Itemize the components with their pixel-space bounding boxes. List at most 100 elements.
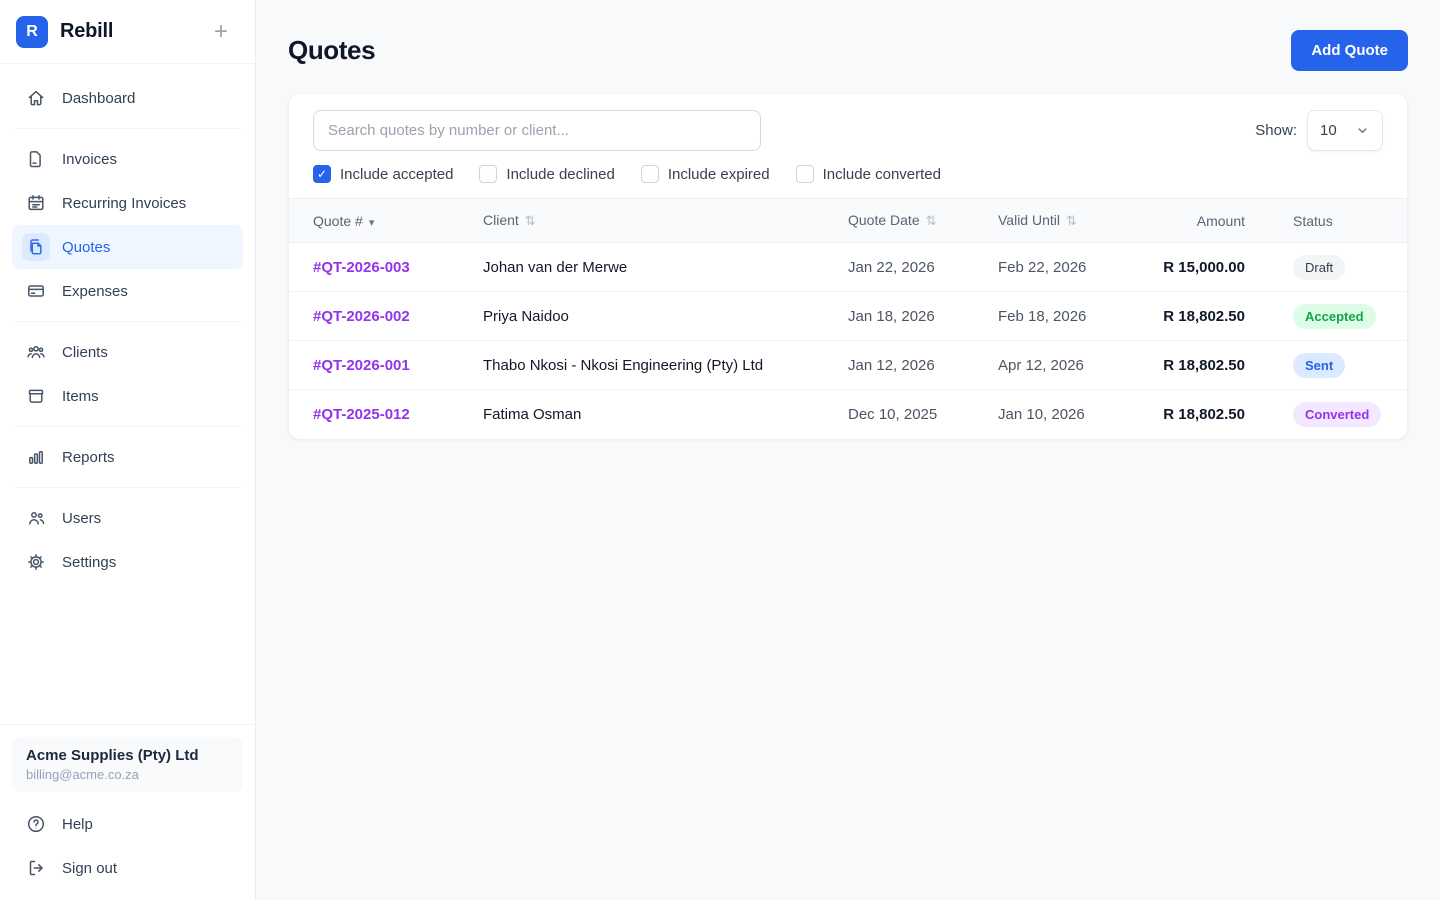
app-logo: R [16, 15, 48, 48]
column-header-quote-date[interactable]: Quote Date ⇅ [848, 198, 998, 243]
table-row[interactable]: #QT-2025-012 Fatima Osman Dec 10, 2025 J… [289, 389, 1407, 439]
checkbox-box: ✓ [479, 165, 498, 183]
add-quote-button[interactable]: Add Quote [1291, 30, 1408, 71]
page-size-group: Show: 10 [1255, 110, 1383, 151]
sidebar-item-users[interactable]: Users [12, 496, 243, 540]
client-cell: Johan van der Merwe [483, 258, 628, 276]
help-button[interactable]: Help [12, 802, 243, 846]
quotes-pages-icon [22, 233, 50, 261]
page-size-select[interactable]: 10 [1307, 110, 1383, 151]
sidebar-item-invoices[interactable]: Invoices [12, 137, 243, 181]
sort-icon: ⇅ [524, 213, 536, 228]
checkbox-label: Include expired [667, 165, 770, 183]
nav-divider [14, 321, 241, 322]
sidebar: R Rebill + Dashboard Invoices Recurring … [0, 0, 256, 900]
sidebar-item-quotes[interactable]: Quotes [12, 225, 243, 269]
account-card: Acme Supplies (Pty) Ltd billing@acme.co.… [12, 737, 243, 792]
amount-cell: R 18,802.50 [1138, 389, 1253, 439]
quote-date-cell: Jan 18, 2026 [848, 291, 998, 341]
sidebar-item-label: Quotes [62, 238, 111, 256]
sign-out-button[interactable]: Sign out [12, 846, 243, 890]
checkbox-label: Include converted [822, 165, 941, 183]
client-cell: Fatima Osman [483, 389, 848, 439]
sidebar-item-label: Clients [62, 343, 108, 361]
sidebar-header: R Rebill + [0, 0, 255, 64]
help-circle-icon [22, 810, 50, 838]
quote-number-cell: #QT-2026-003 [289, 243, 483, 292]
page-title: Quotes [288, 35, 376, 65]
status-badge: Accepted [1293, 303, 1376, 329]
sidebar-item-dashboard[interactable]: Dashboard [12, 76, 243, 120]
checkbox-include-expired[interactable]: ✓ Include expired [640, 165, 770, 183]
column-header-client[interactable]: Client ⇅ [483, 198, 848, 243]
sidebar-item-label: Items [62, 387, 99, 405]
column-header-quote-number[interactable]: Quote # ▾ [289, 198, 483, 243]
checkbox-label: Include accepted [340, 165, 454, 183]
status-cell: Sent [1253, 340, 1407, 390]
client-cell: Thabo Nkosi - Nkosi Engineering (Pty) Lt… [483, 340, 848, 390]
sidebar-item-clients[interactable]: Clients [12, 330, 243, 374]
amount-cell: R 18,802.50 [1138, 340, 1253, 390]
sidebar-nav: Dashboard Invoices Recurring Invoices Qu… [0, 64, 255, 724]
check-icon: ✓ [645, 167, 655, 181]
checkbox-box: ✓ [313, 165, 331, 183]
sign-out-label: Sign out [62, 859, 118, 877]
filters-top-row: Show: 10 [313, 110, 1383, 151]
check-icon: ✓ [316, 167, 328, 181]
sidebar-item-items[interactable]: Items [12, 374, 243, 418]
account-company: Acme Supplies (Pty) Ltd [26, 747, 199, 764]
amount-cell: R 18,802.50 [1138, 291, 1253, 341]
amount-cell: R 15,000.00 [1163, 258, 1245, 276]
sidebar-item-recurring-invoices[interactable]: Recurring Invoices [12, 181, 243, 225]
sidebar-item-label: Dashboard [62, 89, 136, 107]
quote-number-cell: #QT-2026-002 [289, 291, 483, 341]
chevron-down-icon [1358, 128, 1367, 134]
page-size-value: 10 [1320, 122, 1337, 139]
add-new-button[interactable]: + [207, 18, 235, 46]
table-row[interactable]: #QT-2026-003 Johan van der Merwe Jan 22,… [289, 243, 1407, 292]
quote-number-link[interactable]: #QT-2026-002 [313, 307, 410, 325]
quote-number-link[interactable]: #QT-2025-012 [313, 405, 410, 423]
sidebar-item-reports[interactable]: Reports [12, 435, 243, 479]
sidebar-footer: Acme Supplies (Pty) Ltd billing@acme.co.… [0, 724, 255, 900]
sign-out-icon [22, 854, 50, 882]
table-header-row: Quote # ▾ Client ⇅ Quote Date ⇅ Valid Until… [289, 198, 1407, 243]
sort-icon: ⇅ [1066, 213, 1077, 228]
table-row[interactable]: #QT-2026-001 Thabo Nkosi - Nkosi Enginee… [289, 340, 1407, 390]
nav-divider [14, 426, 241, 427]
valid-until-cell: Feb 22, 2026 [998, 258, 1087, 276]
quote-date-cell: Dec 10, 2025 [848, 389, 998, 439]
quote-number-cell: #QT-2025-012 [289, 389, 483, 439]
checkbox-include-converted[interactable]: ✓ Include converted [795, 165, 941, 183]
search-input[interactable] [313, 110, 761, 151]
quote-number-cell: #QT-2026-001 [289, 340, 483, 390]
filters-section: Show: 10 ✓ Include accepted ✓ Include de… [289, 94, 1407, 198]
sidebar-item-settings[interactable]: Settings [12, 540, 243, 584]
sidebar-item-expenses[interactable]: Expenses [12, 269, 243, 313]
status-cell: Converted [1253, 389, 1407, 439]
checkbox-include-declined[interactable]: ✓ Include declined [479, 165, 615, 183]
checkbox-include-accepted[interactable]: ✓ Include accepted [313, 165, 453, 183]
people-group-icon [22, 338, 50, 366]
sort-icon: ⇅ [925, 213, 937, 228]
quote-number-link[interactable]: #QT-2026-001 [313, 356, 410, 374]
show-label: Show: [1255, 122, 1297, 139]
checkbox-box: ✓ [795, 165, 814, 183]
check-icon: ✓ [800, 167, 810, 181]
account-email: billing@acme.co.za [26, 767, 139, 782]
valid-until-cell: Jan 10, 2026 [998, 389, 1138, 439]
help-label: Help [62, 815, 93, 833]
column-header-amount: Amount [1138, 198, 1253, 243]
sidebar-item-label: Reports [62, 448, 115, 466]
status-badge: Sent [1293, 352, 1346, 378]
sidebar-item-label: Expenses [62, 282, 128, 300]
sort-desc-icon: ▾ [368, 216, 375, 229]
column-header-status: Status [1253, 198, 1407, 243]
table-row[interactable]: #QT-2026-002 Priya Naidoo Jan 18, 2026 F… [289, 291, 1407, 341]
column-header-valid-until[interactable]: Valid Until ⇅ [998, 198, 1138, 243]
quote-number-link[interactable]: #QT-2026-003 [313, 258, 410, 276]
sidebar-item-label: Recurring Invoices [62, 194, 187, 212]
page-header: Quotes Add Quote [288, 30, 1408, 71]
nav-divider [14, 487, 241, 488]
checkbox-label: Include declined [506, 165, 615, 183]
